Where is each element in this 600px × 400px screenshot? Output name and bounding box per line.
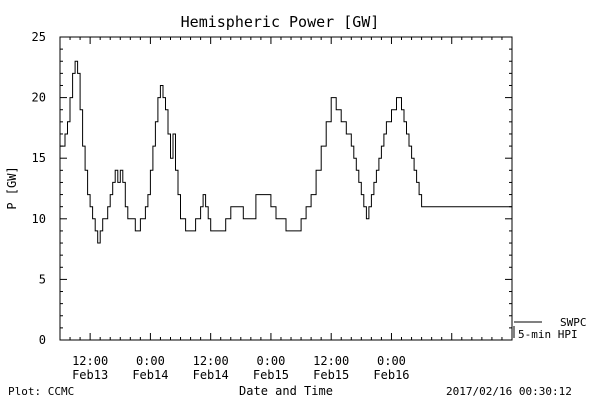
- x-tick-label: 0:00: [256, 354, 285, 368]
- x-tick-date: Feb16: [373, 368, 409, 382]
- plot-credit: Plot: CCMC: [8, 385, 74, 398]
- legend: SWPC 5-min HPI: [513, 316, 587, 341]
- y-tick-label: 10: [32, 212, 46, 226]
- y-axis: 0 5 10 15 20 25: [32, 30, 512, 347]
- x-tick-date: Feb14: [132, 368, 168, 382]
- y-tick-label: 5: [39, 272, 46, 286]
- x-tick-label: 0:00: [136, 354, 165, 368]
- y-tick-label: 25: [32, 30, 46, 44]
- x-tick-label: 12:00: [72, 354, 108, 368]
- y-tick-label: 15: [32, 151, 46, 165]
- x-tick-date: Feb15: [253, 368, 289, 382]
- x-tick-date: Feb15: [313, 368, 349, 382]
- y-tick-label: 20: [32, 91, 46, 105]
- x-tick-date: Feb13: [72, 368, 108, 382]
- plot-frame: [59, 36, 513, 341]
- chart-title: Hemispheric Power [GW]: [181, 13, 380, 31]
- legend-hpi-label: 5-min HPI: [518, 328, 578, 341]
- x-axis: 12:00Feb130:00Feb1412:00Feb140:00Feb1512…: [59, 37, 513, 382]
- y-tick-label: 0: [39, 333, 46, 347]
- series-line-swpc: [60, 60, 512, 244]
- y-axis-label: P [GW]: [5, 166, 19, 209]
- legend-swpc-label: SWPC: [560, 316, 587, 329]
- x-tick-label: 0:00: [377, 354, 406, 368]
- x-tick-label: 12:00: [193, 354, 229, 368]
- x-axis-label: Date and Time: [239, 384, 333, 398]
- x-tick-date: Feb14: [193, 368, 229, 382]
- x-tick-label: 12:00: [313, 354, 349, 368]
- plot-timestamp: 2017/02/16 00:30:12: [446, 385, 572, 398]
